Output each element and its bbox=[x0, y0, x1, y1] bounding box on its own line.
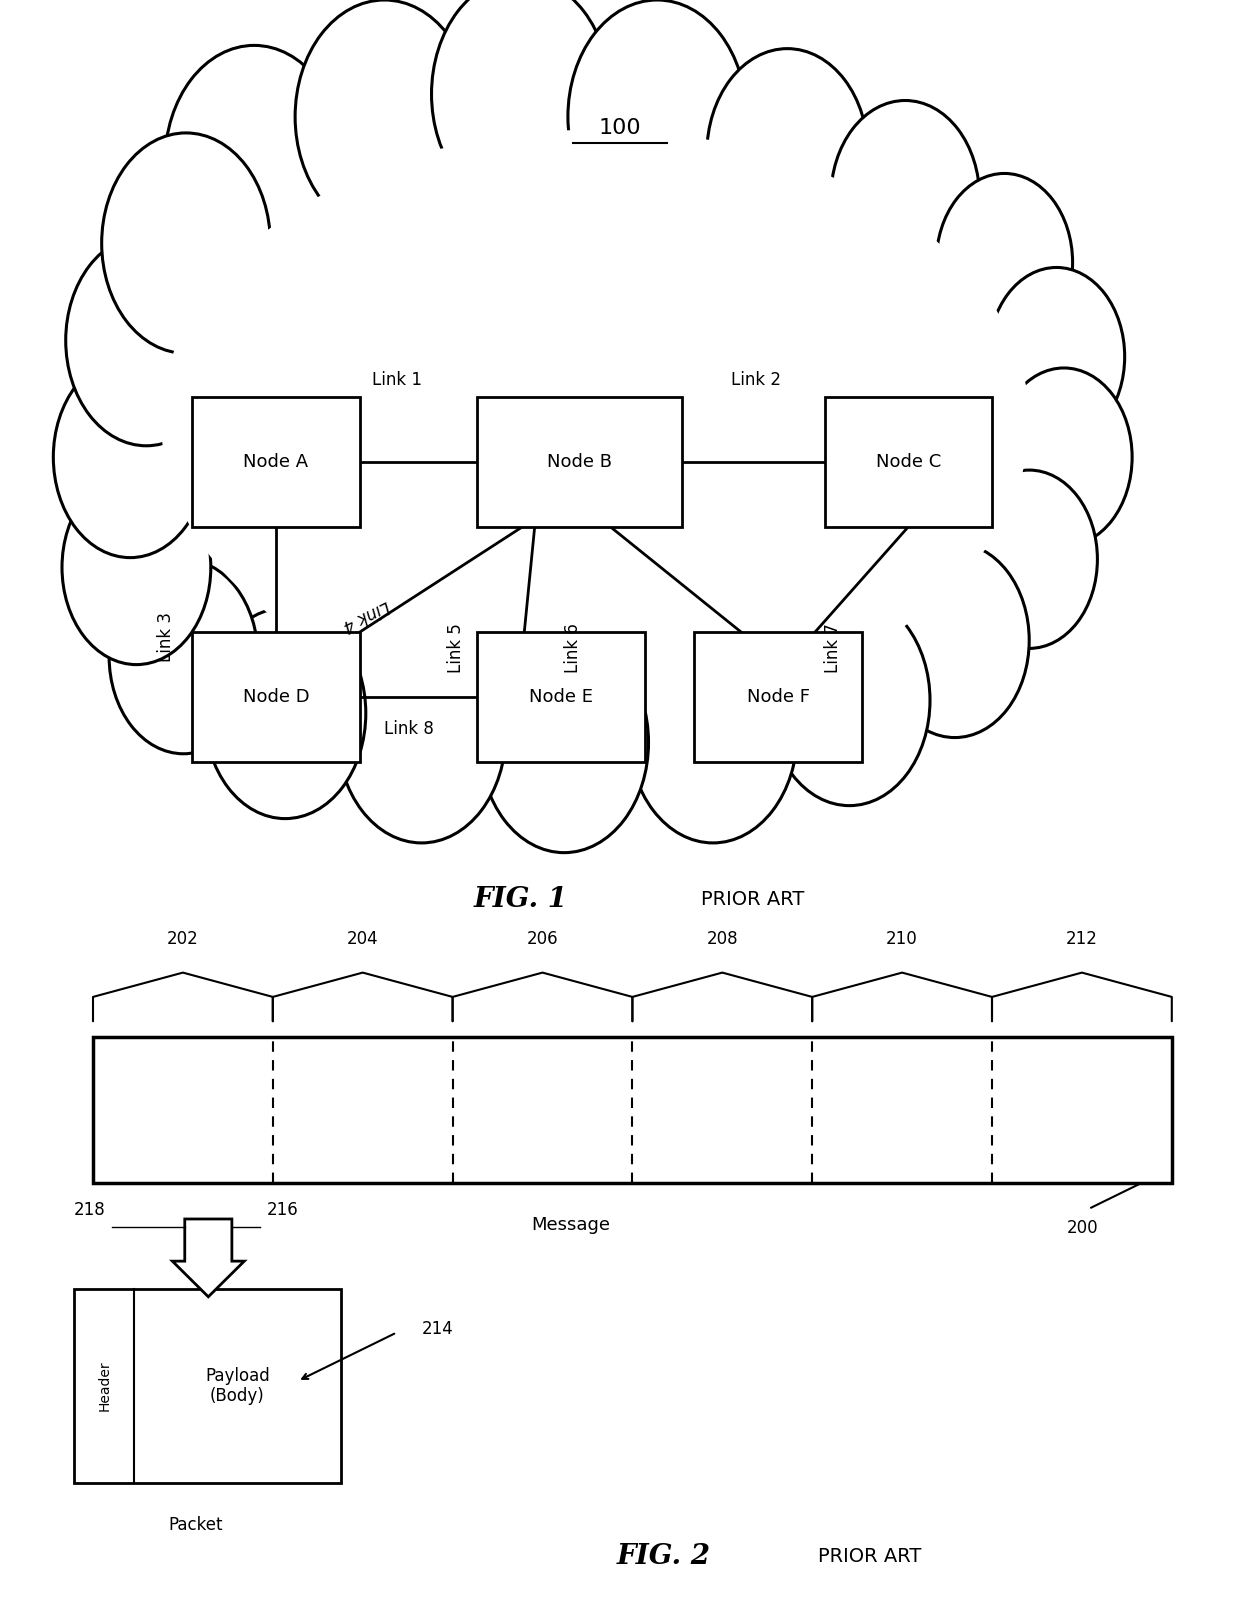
Bar bbox=[477, 397, 682, 527]
Text: 200: 200 bbox=[1066, 1219, 1099, 1237]
Text: Node D: Node D bbox=[243, 687, 309, 707]
Text: 218: 218 bbox=[73, 1201, 105, 1219]
Text: Header: Header bbox=[97, 1360, 112, 1412]
Text: Link 6: Link 6 bbox=[564, 624, 582, 673]
Bar bbox=[694, 632, 862, 762]
Text: Packet: Packet bbox=[169, 1516, 223, 1533]
Text: 202: 202 bbox=[167, 930, 198, 948]
Circle shape bbox=[337, 622, 506, 843]
Ellipse shape bbox=[99, 62, 1091, 775]
Bar bbox=[477, 632, 645, 762]
Polygon shape bbox=[172, 1219, 244, 1297]
Text: FIG. 2: FIG. 2 bbox=[616, 1543, 711, 1569]
Bar bbox=[192, 397, 360, 527]
Text: PRIOR ART: PRIOR ART bbox=[818, 1546, 921, 1566]
Text: 100: 100 bbox=[599, 118, 641, 138]
Text: Link 4: Link 4 bbox=[340, 597, 392, 635]
Circle shape bbox=[629, 622, 797, 843]
Text: 204: 204 bbox=[347, 930, 378, 948]
Circle shape bbox=[880, 543, 1029, 738]
Circle shape bbox=[165, 45, 343, 279]
Text: Payload
(Body): Payload (Body) bbox=[205, 1367, 270, 1405]
Text: Node A: Node A bbox=[243, 452, 309, 472]
Text: Link 2: Link 2 bbox=[732, 371, 781, 389]
Circle shape bbox=[568, 0, 746, 233]
Text: Node E: Node E bbox=[529, 687, 593, 707]
Circle shape bbox=[62, 470, 211, 665]
Circle shape bbox=[205, 608, 366, 819]
Text: FIG. 1: FIG. 1 bbox=[474, 887, 568, 913]
Text: 210: 210 bbox=[887, 930, 918, 948]
Circle shape bbox=[707, 49, 868, 259]
Circle shape bbox=[432, 0, 610, 211]
Text: PRIOR ART: PRIOR ART bbox=[701, 890, 804, 909]
Circle shape bbox=[102, 133, 270, 353]
Bar bbox=[93, 1037, 1172, 1183]
Text: 214: 214 bbox=[422, 1319, 454, 1339]
Text: Link 8: Link 8 bbox=[384, 720, 434, 738]
Text: 216: 216 bbox=[267, 1201, 299, 1219]
Circle shape bbox=[996, 368, 1132, 546]
Circle shape bbox=[109, 559, 258, 754]
Text: Node F: Node F bbox=[746, 687, 810, 707]
Bar bbox=[825, 397, 992, 527]
Text: Node C: Node C bbox=[875, 452, 941, 472]
Text: 212: 212 bbox=[1066, 930, 1097, 948]
Text: Link 5: Link 5 bbox=[448, 624, 465, 673]
Circle shape bbox=[961, 470, 1097, 648]
Circle shape bbox=[295, 0, 474, 233]
Text: Link 3: Link 3 bbox=[157, 613, 175, 661]
Circle shape bbox=[936, 173, 1073, 352]
Circle shape bbox=[769, 595, 930, 806]
Circle shape bbox=[480, 632, 649, 853]
Text: Node B: Node B bbox=[547, 452, 613, 472]
Text: 208: 208 bbox=[707, 930, 738, 948]
Text: 206: 206 bbox=[527, 930, 558, 948]
Circle shape bbox=[988, 267, 1125, 446]
Bar bbox=[192, 632, 360, 762]
Circle shape bbox=[53, 357, 207, 558]
Text: Link 7: Link 7 bbox=[825, 624, 842, 673]
Circle shape bbox=[831, 101, 980, 295]
Text: Link 1: Link 1 bbox=[372, 371, 422, 389]
Circle shape bbox=[66, 235, 227, 446]
Ellipse shape bbox=[161, 130, 1029, 713]
Bar bbox=[74, 1289, 341, 1483]
Text: Message: Message bbox=[531, 1216, 610, 1234]
